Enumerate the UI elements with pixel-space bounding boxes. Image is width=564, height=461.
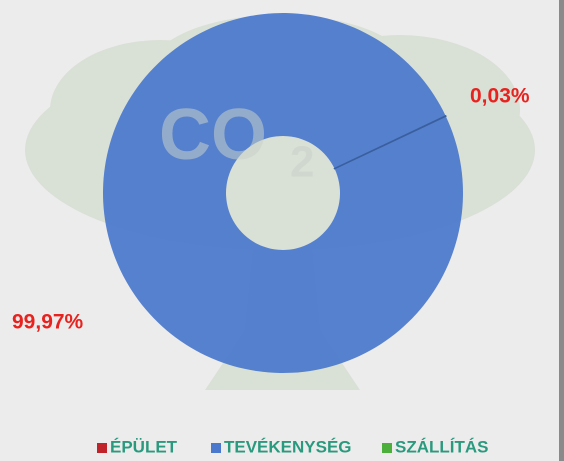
legend-swatch (211, 443, 221, 453)
data-label: 99,97% (12, 311, 84, 334)
legend-label: ÉPÜLET (110, 437, 178, 456)
legend-swatch (382, 443, 392, 453)
legend-label: TEVÉKENYSÉG (224, 437, 352, 456)
legend-swatch (97, 443, 107, 453)
data-label: 0,03% (470, 85, 530, 108)
watermark: CO (159, 95, 267, 175)
right-border (559, 0, 564, 461)
donut-slice (103, 13, 464, 374)
watermark-sub: 2 (290, 138, 314, 187)
legend-label: SZÁLLÍTÁS (395, 437, 489, 456)
donut-slice (333, 114, 447, 170)
